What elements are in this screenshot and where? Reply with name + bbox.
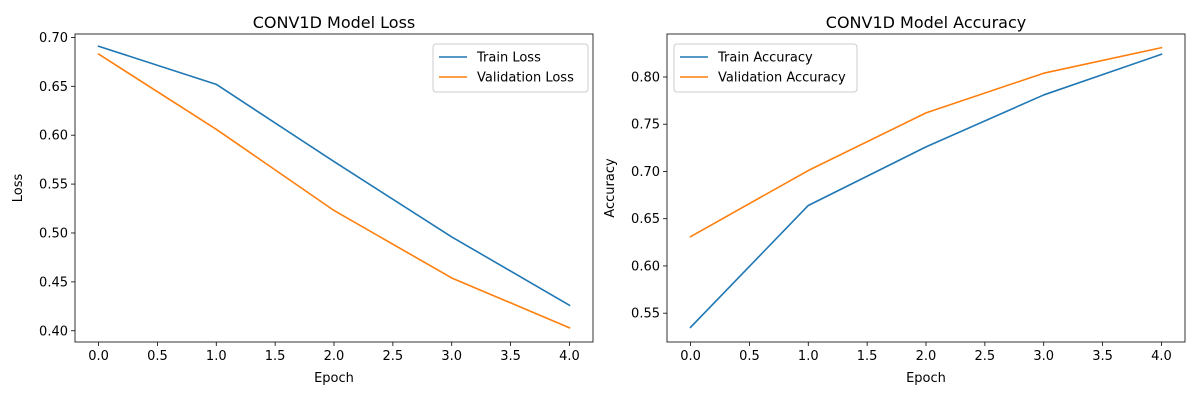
accuracy-series-line-train — [689, 53, 1163, 329]
accuracy-legend-box — [673, 43, 858, 93]
loss-x-tick-label: 4.0 — [559, 349, 580, 364]
accuracy-x-tick-label: 4.0 — [1151, 349, 1172, 364]
accuracy-y-axis-label: Accuracy — [603, 158, 618, 218]
accuracy-x-tick-label: 3.0 — [1033, 349, 1054, 364]
loss-legend-label: Train Loss — [476, 51, 541, 66]
loss-y-tick-label: 0.50 — [39, 226, 68, 241]
loss-legend-box — [432, 43, 589, 93]
loss-y-tick-label: 0.40 — [39, 324, 68, 339]
loss-x-tick-label: 0.5 — [147, 349, 168, 364]
loss-x-tick-label: 1.5 — [265, 349, 286, 364]
accuracy-y-tick-label: 0.60 — [631, 259, 660, 274]
loss-y-tick-label: 0.70 — [39, 31, 68, 46]
accuracy-series-line-validation — [689, 46, 1163, 238]
loss-plot-frame — [74, 33, 594, 343]
accuracy-y-tick-label: 0.55 — [631, 307, 660, 322]
accuracy-x-axis-label: Epoch — [906, 371, 946, 386]
loss-y-tick-label: 0.45 — [39, 275, 68, 290]
accuracy-legend-label: Train Accuracy — [717, 51, 813, 66]
loss-y-tick-label: 0.55 — [39, 178, 68, 193]
loss-x-tick-label: 2.5 — [383, 349, 404, 364]
loss-x-axis-label: Epoch — [314, 371, 354, 386]
accuracy-x-tick-label: 1.0 — [798, 349, 819, 364]
accuracy-x-tick-label: 0.5 — [739, 349, 760, 364]
accuracy-chart-panel: CONV1D Model Accuracy 0.0 0.5 1.0 1.5 2.0 2.5 3… — [603, 13, 1186, 386]
accuracy-y-tick-label: 0.70 — [631, 165, 660, 180]
loss-legend-label: Validation Loss — [477, 71, 574, 86]
loss-x-tick-label: 3.0 — [441, 349, 462, 364]
accuracy-plot-frame — [666, 33, 1186, 343]
accuracy-x-tick-label: 1.5 — [857, 349, 878, 364]
loss-y-axis-label: Loss — [11, 174, 26, 203]
loss-x-tick-label: 3.5 — [500, 349, 521, 364]
accuracy-x-tick-label: 3.5 — [1092, 349, 1113, 364]
loss-series-line-validation — [97, 52, 571, 329]
loss-x-tick-label: 2.0 — [324, 349, 345, 364]
loss-series-line-train — [97, 45, 571, 307]
accuracy-x-tick-label: 2.0 — [916, 349, 937, 364]
loss-y-tick-label: 0.60 — [39, 129, 68, 144]
accuracy-x-tick-label: 2.5 — [975, 349, 996, 364]
loss-x-tick-label: 1.0 — [206, 349, 227, 364]
loss-chart-panel: CONV1D Model Loss 0.0 0.5 1.0 1.5 2.0 2.5 3.0 3.… — [11, 13, 594, 386]
accuracy-x-tick-label: 0.0 — [680, 349, 701, 364]
accuracy-legend-label: Validation Accuracy — [718, 71, 846, 86]
loss-y-tick-label: 0.65 — [39, 80, 68, 95]
loss-chart-title: CONV1D Model Loss — [253, 13, 415, 32]
loss-x-tick-label: 0.0 — [88, 349, 109, 364]
accuracy-chart-title: CONV1D Model Accuracy — [826, 13, 1026, 32]
accuracy-y-tick-label: 0.80 — [631, 70, 660, 85]
accuracy-y-tick-label: 0.65 — [631, 212, 660, 227]
accuracy-y-tick-label: 0.75 — [631, 118, 660, 133]
